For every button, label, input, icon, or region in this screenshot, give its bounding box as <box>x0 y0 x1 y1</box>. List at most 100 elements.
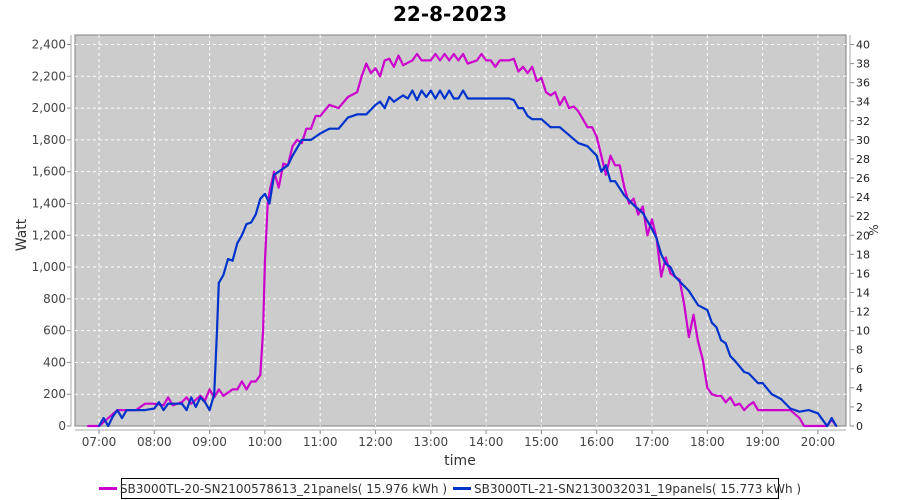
data-point-series-2 <box>171 402 174 405</box>
y2-tick-label: 38 <box>856 58 870 71</box>
x-tick-label: 18:00 <box>690 435 725 449</box>
data-point-series-2 <box>443 97 446 100</box>
data-point-series-1 <box>697 340 700 343</box>
data-point-series-1 <box>337 107 340 110</box>
data-point-series-2 <box>216 329 218 332</box>
x-tick-label: 20:00 <box>801 435 836 449</box>
y2-tick-label: 10 <box>856 325 870 338</box>
y2-tick-label: 30 <box>856 134 870 147</box>
x-tick-label: 08:00 <box>137 435 172 449</box>
data-point-series-2 <box>310 138 312 141</box>
x-tick-label: 17:00 <box>635 435 670 449</box>
data-point-series-2 <box>715 326 718 329</box>
data-point-series-2 <box>595 154 598 157</box>
data-point-series-1 <box>706 386 709 389</box>
data-point-series-2 <box>167 402 170 405</box>
data-point-series-2 <box>798 410 801 413</box>
data-point-series-2 <box>383 107 386 110</box>
y2-tick-label: 40 <box>856 39 870 52</box>
data-point-series-1 <box>600 154 603 157</box>
data-point-series-2 <box>111 415 114 418</box>
y2-tick-label: 14 <box>856 286 870 299</box>
data-point-series-1 <box>609 154 612 157</box>
data-point-series-2 <box>102 417 105 420</box>
y2-tick-label: 12 <box>856 306 870 319</box>
data-point-series-1 <box>462 53 465 55</box>
data-point-series-2 <box>757 382 759 385</box>
y-tick-label: 1,800 <box>32 133 66 147</box>
data-point-series-2 <box>185 409 188 412</box>
plot-area <box>74 34 847 427</box>
y2-tick-label: 2 <box>856 401 863 414</box>
data-point-series-1 <box>429 59 432 62</box>
data-point-series-2 <box>724 342 727 345</box>
data-point-series-1 <box>411 59 414 62</box>
data-point-series-1 <box>185 396 188 399</box>
data-point-series-2 <box>830 417 833 420</box>
data-point-series-2 <box>231 259 234 262</box>
line-chart: 22-8-2023 07:00 08:00 09:00 10:00 11:00 12:00… <box>14 2 881 469</box>
data-point-series-1 <box>262 329 265 332</box>
data-point-series-2 <box>268 202 271 205</box>
data-point-series-1 <box>614 164 617 167</box>
y-tick-label: 2,400 <box>32 38 66 52</box>
data-point-series-1 <box>319 115 322 117</box>
y2-tick-label: 0 <box>856 420 863 433</box>
y2-axis-label: % <box>867 224 881 235</box>
data-point-series-2 <box>98 425 100 427</box>
data-point-series-1 <box>379 75 382 78</box>
data-point-series-1 <box>208 388 211 391</box>
data-point-series-2 <box>526 115 529 117</box>
data-point-series-1 <box>549 94 552 97</box>
y-tick-label: 2,000 <box>32 101 66 115</box>
y-tick-label: 1,200 <box>32 228 66 242</box>
data-point-series-1 <box>508 59 511 62</box>
data-point-series-1 <box>296 138 299 141</box>
data-point-series-1 <box>586 126 589 129</box>
data-point-series-1 <box>86 425 89 427</box>
data-point-series-1 <box>798 417 801 420</box>
data-point-series-2 <box>153 407 156 410</box>
data-point-series-1 <box>535 80 538 83</box>
data-point-series-1 <box>485 59 488 62</box>
data-point-series-2 <box>577 142 580 145</box>
data-point-series-1 <box>199 394 202 397</box>
data-point-series-1 <box>416 53 418 55</box>
data-point-series-1 <box>263 261 266 264</box>
data-point-series-2 <box>789 407 792 410</box>
data-point-series-1 <box>669 272 672 275</box>
data-point-series-2 <box>411 89 414 92</box>
x-tick-label: 14:00 <box>469 435 504 449</box>
data-point-series-2 <box>273 173 276 176</box>
data-point-series-2 <box>346 116 349 119</box>
data-point-series-1 <box>231 388 234 391</box>
data-point-series-2 <box>651 227 653 230</box>
data-point-series-2 <box>747 372 750 375</box>
data-point-series-1 <box>107 417 110 420</box>
data-point-series-2 <box>245 223 248 226</box>
data-point-series-2 <box>222 274 225 276</box>
data-point-series-2 <box>356 113 359 116</box>
data-point-series-1 <box>738 402 741 405</box>
data-point-series-1 <box>434 53 437 55</box>
data-point-series-1 <box>618 164 621 167</box>
data-point-series-2 <box>107 425 110 427</box>
data-point-series-2 <box>660 253 663 256</box>
data-point-series-2 <box>337 127 340 130</box>
data-point-series-2 <box>687 289 690 292</box>
data-point-series-1 <box>254 380 257 383</box>
y-tick-label: 400 <box>43 355 66 369</box>
data-point-series-2 <box>494 97 497 100</box>
x-tick-label: 12:00 <box>358 435 393 449</box>
x-tick-label: 11:00 <box>303 435 338 449</box>
data-point-series-2 <box>319 132 322 135</box>
data-point-series-1 <box>526 72 529 75</box>
data-point-series-1 <box>632 197 635 200</box>
data-point-series-1 <box>383 59 386 62</box>
data-point-series-1 <box>305 127 308 130</box>
data-point-series-1 <box>743 409 746 412</box>
data-point-series-1 <box>572 105 575 108</box>
data-point-series-2 <box>439 89 441 92</box>
data-point-series-2 <box>199 396 202 399</box>
data-point-series-2 <box>614 180 617 183</box>
